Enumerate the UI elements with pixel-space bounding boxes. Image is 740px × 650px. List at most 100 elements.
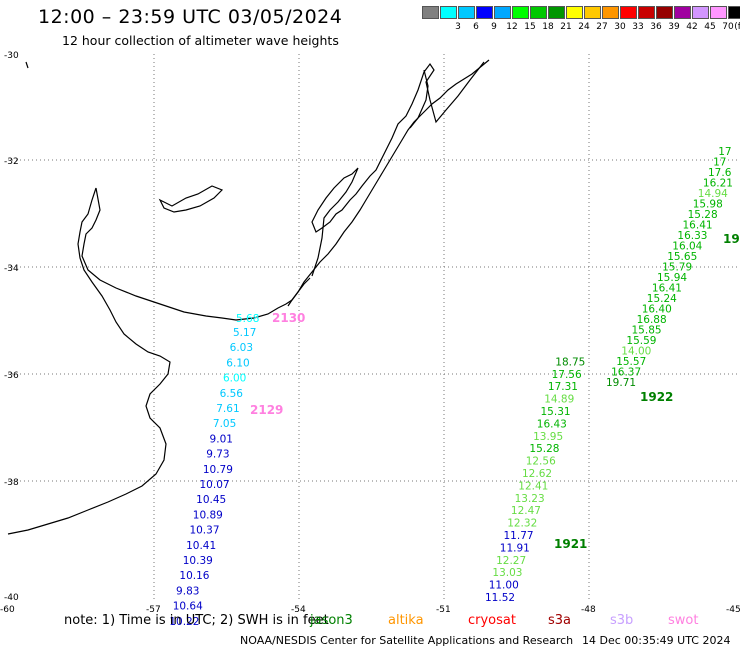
- wave-height-label: 14.89: [544, 394, 574, 406]
- wave-height-label: 11.77: [504, 530, 534, 542]
- wave-height-label: 13.95: [533, 431, 563, 443]
- legend-tick-label: 39: [668, 22, 680, 32]
- pass-time-label: 2129: [250, 403, 283, 417]
- wave-height-label: 10.16: [179, 570, 209, 582]
- wave-height-label: 10.37: [189, 525, 219, 537]
- wave-height-label: 16.37: [611, 367, 641, 379]
- satellite-label-altika: altika: [388, 613, 424, 628]
- legend-tick-label: 9: [491, 22, 497, 32]
- legend-unit: (ft): [734, 22, 740, 32]
- wave-height-label: 16.04: [672, 241, 702, 253]
- legend-swatch: [512, 6, 529, 19]
- color-legend: [422, 6, 740, 19]
- latitude-label: -32: [4, 157, 19, 167]
- latitude-label: -38: [4, 478, 19, 488]
- legend-swatch: [458, 6, 475, 19]
- wave-height-label: 6.03: [230, 342, 253, 354]
- wave-height-label: 15.57: [616, 356, 646, 368]
- latitude-label: -40: [4, 593, 19, 603]
- wave-height-label: 12.41: [518, 480, 548, 492]
- legend-tick-label: 30: [614, 22, 626, 32]
- longitude-label: -48: [581, 605, 596, 615]
- longitude-label: -45: [726, 605, 740, 615]
- wave-height-label: 15.65: [667, 251, 697, 263]
- wave-height-label: 19.71: [606, 377, 636, 389]
- wave-height-label: 6.00: [223, 373, 246, 385]
- altimeter-tracks: 5.68 2130 5.17 6.03 6.10 6.00 6.56 7.61 7.05 9.01…: [169, 146, 739, 628]
- wave-height-label: 9.01: [210, 433, 233, 445]
- legend-tick-label: 33: [632, 22, 644, 32]
- longitude-label: -54: [291, 605, 306, 615]
- legend-tick-label: 70: [722, 22, 734, 32]
- wave-height-label: 7.05: [213, 418, 236, 430]
- legend-tick-label: 45: [704, 22, 716, 32]
- wave-height-label: 12.62: [522, 468, 552, 480]
- legend-swatch: [422, 6, 439, 19]
- satellite-label-swot: swot: [668, 613, 699, 628]
- legend-swatch: [710, 6, 727, 19]
- wave-height-label: 17.56: [552, 369, 582, 381]
- satellite-label-s3a: s3a: [548, 613, 572, 628]
- wave-height-label: 11.52: [485, 592, 515, 604]
- map-title: 12:00 – 23:59 UTC 03/05/2024: [38, 6, 343, 28]
- wave-height-label: 15.28: [529, 443, 559, 455]
- wave-height-label: 10.45: [196, 494, 226, 506]
- wave-height-label: 10.22: [169, 616, 199, 628]
- pass-time-label: 1922: [640, 390, 673, 404]
- wave-height-label: 6.56: [220, 388, 244, 400]
- wave-height-label: 15.98: [693, 199, 723, 211]
- graticule: [8, 54, 740, 600]
- legend-tick-label: 42: [686, 22, 698, 32]
- footnote: note: 1) Time is in UTC; 2) SWH is in fe…: [64, 613, 329, 628]
- legend-swatch: [602, 6, 619, 19]
- legend-swatch: [674, 6, 691, 19]
- wave-height-label: 15.85: [632, 325, 662, 337]
- legend-tick-label: 18: [542, 22, 554, 32]
- latitude-label: -36: [4, 371, 19, 381]
- legend-swatch: [728, 6, 740, 19]
- legend-swatch: [530, 6, 547, 19]
- wave-height-label: 10.39: [183, 555, 213, 567]
- wave-height-label: 16.40: [642, 304, 672, 316]
- pass-time-label: 19: [723, 232, 740, 246]
- credit-line: NOAA/NESDIS Center for Satellite Applica…: [240, 634, 574, 647]
- legend-swatch: [692, 6, 709, 19]
- legend-swatch: [566, 6, 583, 19]
- wave-height-label: 17: [718, 146, 731, 158]
- wave-height-label: 17.31: [548, 381, 578, 393]
- legend-tick-label: 36: [650, 22, 662, 32]
- longitude-label: -57: [146, 605, 161, 615]
- legend-swatch: [620, 6, 637, 19]
- coastline: [7, 59, 490, 535]
- wave-height-label: 15.79: [662, 262, 692, 274]
- wave-height-label: 15.28: [688, 209, 718, 221]
- wave-height-label: 15.59: [626, 335, 656, 347]
- legend-swatch: [494, 6, 511, 19]
- legend-swatch: [656, 6, 673, 19]
- wave-height-label: 16.33: [677, 230, 707, 242]
- credit-time: 14 Dec 00:35:49 UTC 2024: [582, 634, 731, 647]
- wave-height-label: 16.88: [637, 314, 667, 326]
- wave-height-label: 13.23: [515, 493, 545, 505]
- pass-time-label: 1921: [554, 537, 587, 551]
- wave-height-label: 10.79: [203, 464, 233, 476]
- wave-height-label: 12.32: [507, 518, 537, 530]
- legend-tick-label: 15: [524, 22, 536, 32]
- wave-height-label: 14.94: [698, 188, 728, 200]
- wave-height-label: 5.17: [233, 327, 256, 339]
- wave-height-label: 15.31: [541, 406, 571, 418]
- legend-tick-label: 24: [578, 22, 590, 32]
- legend-tick-label: 3: [455, 22, 461, 32]
- legend-tick-label: 12: [506, 22, 518, 32]
- wave-height-label: 6.10: [226, 357, 249, 369]
- satellite-label-jason3: jason3: [310, 613, 353, 628]
- pass-time-label: 2130: [272, 311, 305, 325]
- wave-height-label: 10.89: [193, 509, 223, 521]
- legend-swatch: [584, 6, 601, 19]
- wave-height-label: 9.73: [206, 449, 229, 461]
- wave-height-label: 5.68: [236, 313, 259, 325]
- wave-height-label: 12.56: [526, 456, 556, 468]
- wave-height-label: 10.07: [200, 479, 230, 491]
- wave-height-label: 18.75: [555, 356, 585, 368]
